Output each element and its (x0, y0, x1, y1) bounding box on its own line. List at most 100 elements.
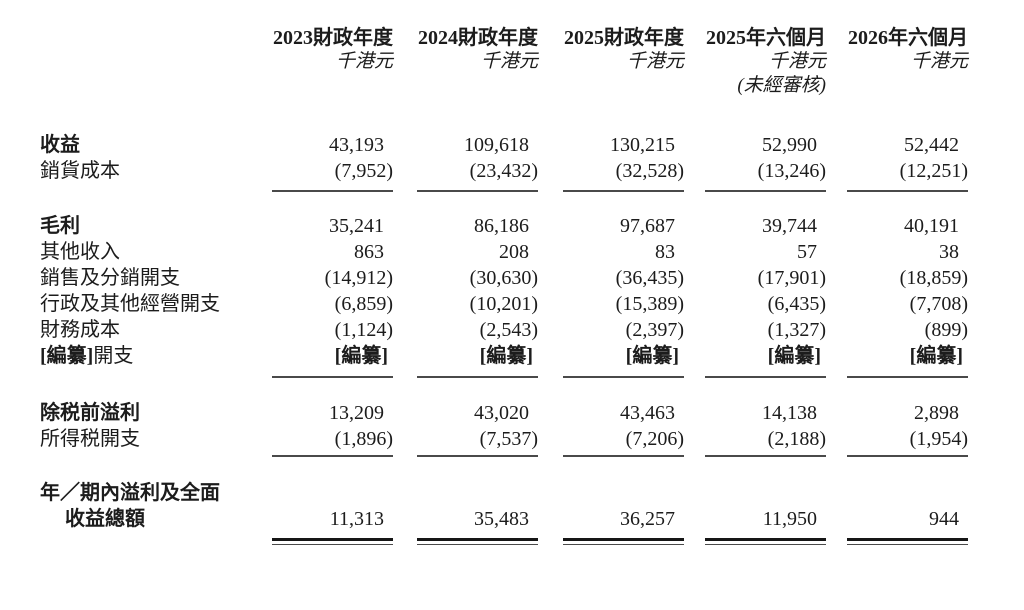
unit-label: 千港元 (626, 51, 684, 72)
value-cell-redacted: [編纂] (909, 345, 963, 367)
column-rule (705, 376, 826, 378)
column-double-rule (272, 538, 393, 545)
table-row-income-tax-expense: 所得税開支 (1,896) (7,537) (7,206) (2,188) (1… (40, 426, 968, 452)
value-cell: 35,483 (474, 508, 529, 530)
column-header-6m2026: 2026年六個月 千港元 (826, 26, 968, 98)
column-rule (272, 376, 393, 378)
table-row-other-income: 其他收入 863 208 83 57 38 (40, 239, 968, 265)
financial-summary-table: 2023財政年度 千港元 2024財政年度 千港元 2025財政年度 千港元 2… (40, 26, 968, 545)
row-label: 其他收入 (40, 241, 120, 263)
column-rule (847, 376, 968, 378)
row-label: 財務成本 (40, 319, 120, 341)
column-header-fy2024: 2024財政年度 千港元 (393, 26, 538, 98)
header-row: 2023財政年度 千港元 2024財政年度 千港元 2025財政年度 千港元 2… (40, 26, 968, 98)
column-rule (563, 376, 684, 378)
column-double-rule (417, 538, 538, 545)
value-cell: (10,201) (469, 293, 538, 315)
period-label: 2023財政年度 (273, 27, 393, 49)
row-label: 收益 (40, 134, 80, 156)
table-row-revenue: 收益 43,193 109,618 130,215 52,990 52,442 (40, 132, 968, 158)
value-cell: (6,859) (334, 293, 393, 315)
value-cell: (7,708) (909, 293, 968, 315)
table-row-redacted-expenses: [編纂]開支 [編纂] [編纂] [編纂] [編纂] [編纂] (40, 343, 968, 369)
period-label: 2026年六個月 (848, 27, 968, 49)
single-rule-row (40, 369, 968, 400)
value-cell: 13,209 (329, 402, 384, 424)
unit-label: 千港元 (335, 51, 393, 72)
value-cell: 2,898 (914, 402, 959, 424)
value-cell: 83 (655, 241, 675, 263)
table-row-total-comprehensive-income: 年／期內溢利及全面 收益總額 11,313 35,483 36,257 11,9… (40, 480, 968, 532)
value-cell: 52,990 (762, 134, 817, 156)
period-label: 2025財政年度 (564, 27, 684, 49)
header-row-label-spacer (40, 26, 272, 98)
value-cell: 43,193 (329, 134, 384, 156)
value-cell: 35,241 (329, 215, 384, 237)
value-cell: 57 (797, 241, 817, 263)
unit-label: 千港元 (480, 51, 538, 72)
double-rule-row (40, 532, 968, 545)
value-cell: (23,432) (469, 160, 538, 182)
table-row-selling-distribution-expenses: 銷售及分銷開支 (14,912) (30,630) (36,435) (17,9… (40, 265, 968, 291)
value-cell: 11,313 (329, 508, 384, 530)
row-label: 所得税開支 (40, 428, 140, 450)
prospectus-financial-page: 2023財政年度 千港元 2024財政年度 千港元 2025財政年度 千港元 2… (0, 26, 1024, 610)
unit-label: 千港元 (768, 51, 826, 72)
value-cell: (2,188) (767, 428, 826, 450)
row-label: 銷貨成本 (40, 160, 120, 182)
table-row-finance-costs: 財務成本 (1,124) (2,543) (2,397) (1,327) (89… (40, 317, 968, 343)
value-cell: (2,397) (625, 319, 684, 341)
column-rule (847, 190, 968, 192)
column-double-rule (705, 538, 826, 545)
row-label: 年／期內溢利及全面 收益總額 (40, 480, 272, 532)
column-rule (417, 455, 538, 457)
value-cell: 97,687 (620, 215, 675, 237)
table-row-profit-before-tax: 除税前溢利 13,209 43,020 43,463 14,138 2,898 (40, 400, 968, 426)
row-label-line1: 年／期內溢利及全面 (40, 482, 220, 504)
value-cell: (899) (924, 319, 968, 341)
value-cell: (1,896) (334, 428, 393, 450)
value-cell: (17,901) (757, 267, 826, 289)
value-cell: 38 (939, 241, 959, 263)
period-label: 2024財政年度 (418, 27, 538, 49)
value-cell-redacted: [編纂] (767, 345, 821, 367)
column-header-fy2025: 2025財政年度 千港元 (538, 26, 684, 98)
value-cell: (1,124) (334, 319, 393, 341)
value-cell: (2,543) (479, 319, 538, 341)
value-cell: 11,950 (762, 508, 817, 530)
value-cell: (7,206) (625, 428, 684, 450)
value-cell: (7,537) (479, 428, 538, 450)
value-cell: 52,442 (904, 134, 959, 156)
single-rule-row (40, 452, 968, 480)
value-cell: (15,389) (615, 293, 684, 315)
redacted-bracket: [編纂] (40, 345, 94, 367)
column-rule (705, 455, 826, 457)
value-cell: (30,630) (469, 267, 538, 289)
value-cell: (12,251) (899, 160, 968, 182)
value-cell: 944 (929, 508, 959, 530)
unit-label: 千港元 (910, 51, 968, 72)
value-cell: 208 (499, 241, 529, 263)
value-cell: (36,435) (615, 267, 684, 289)
unaudited-note: (未經審核) (737, 75, 826, 96)
column-rule (272, 455, 393, 457)
value-cell: 36,257 (620, 508, 675, 530)
column-rule (272, 190, 393, 192)
value-cell: 130,215 (610, 134, 675, 156)
value-cell: 43,463 (620, 402, 675, 424)
column-rule (417, 190, 538, 192)
row-label-suffix: 開支 (93, 345, 134, 367)
value-cell: (7,952) (334, 160, 393, 182)
value-cell: 863 (354, 241, 384, 263)
row-label: 銷售及分銷開支 (40, 267, 180, 289)
value-cell: (1,327) (767, 319, 826, 341)
row-label: 除税前溢利 (40, 402, 140, 424)
value-cell-redacted: [編纂] (625, 345, 679, 367)
value-cell: 40,191 (904, 215, 959, 237)
row-label-line2: 收益總額 (65, 508, 145, 530)
value-cell: (6,435) (767, 293, 826, 315)
value-cell: 39,744 (762, 215, 817, 237)
single-rule-row (40, 184, 968, 213)
column-rule (847, 455, 968, 457)
value-cell: (14,912) (324, 267, 393, 289)
